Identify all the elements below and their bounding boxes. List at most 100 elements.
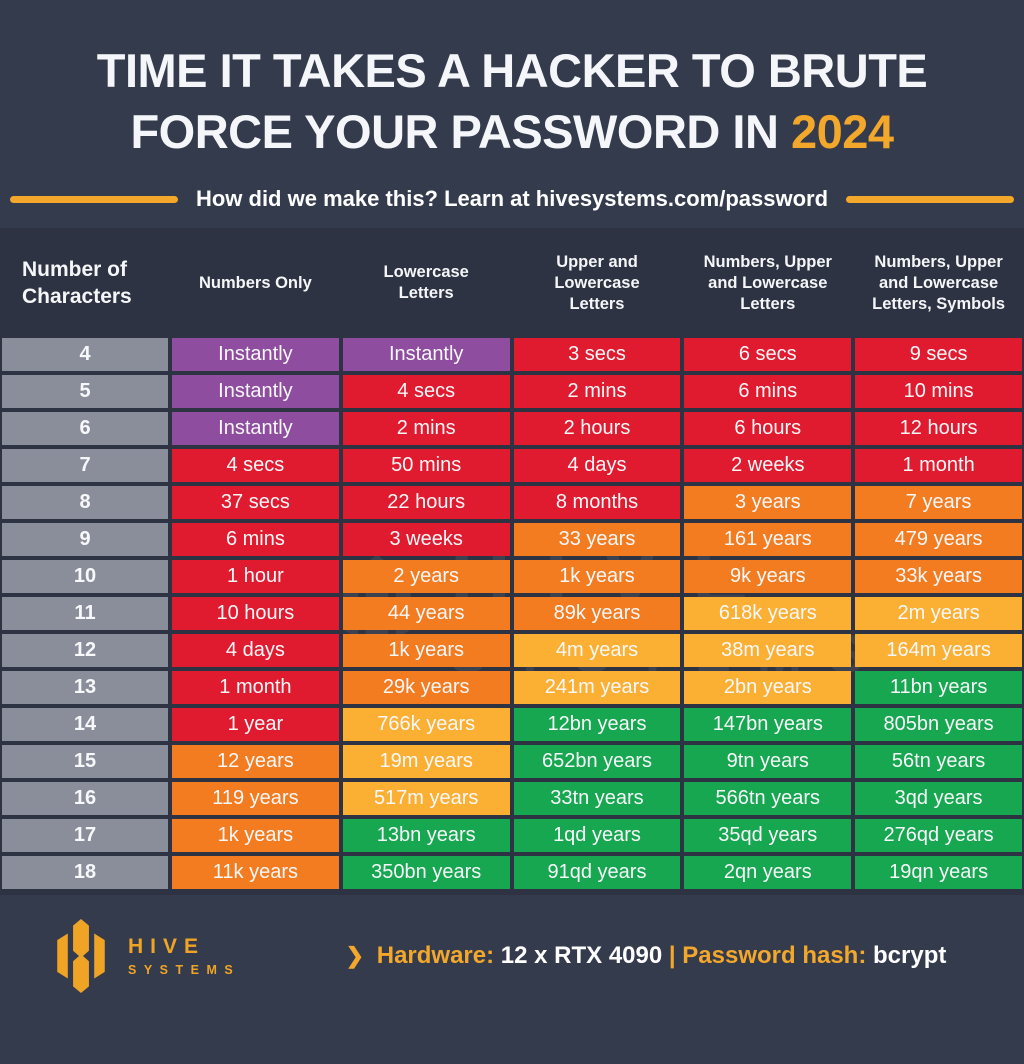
char-count-cell: 11	[2, 597, 168, 630]
time-cell: 9tn years	[684, 745, 852, 778]
time-cell: 8 months	[513, 486, 681, 519]
time-cell: 517m years	[342, 782, 510, 815]
separator: |	[668, 942, 676, 969]
time-cell: 2 hours	[513, 412, 681, 445]
time-cell: 3qd years	[855, 782, 1022, 815]
time-cell: 1 year	[172, 708, 339, 741]
time-cell: 29k years	[342, 671, 510, 704]
time-cell: 13bn years	[342, 819, 510, 852]
char-count-cell: 10	[2, 560, 168, 593]
time-cell: 91qd years	[513, 856, 681, 889]
time-cell: 38m years	[684, 634, 852, 667]
time-cell: 4m years	[513, 634, 681, 667]
footer: HIVE SYSTEMS ❯ Hardware: 12 x RTX 4090 |…	[0, 895, 1024, 1017]
hash-label: Password hash:	[682, 942, 867, 969]
time-cell: 1 month	[172, 671, 339, 704]
time-cell: 241m years	[513, 671, 681, 704]
time-cell: 4 days	[513, 449, 681, 482]
time-cell: 1k years	[172, 819, 339, 852]
char-count-cell: 15	[2, 745, 168, 778]
time-cell: 1k years	[513, 560, 681, 593]
time-cell: 89k years	[513, 597, 681, 630]
time-cell: 766k years	[342, 708, 510, 741]
char-count-cell: 18	[2, 856, 168, 889]
time-cell: 6 secs	[684, 338, 852, 371]
time-cell: 4 secs	[342, 375, 510, 408]
time-cell: Instantly	[172, 375, 339, 408]
logo-text-hive: HIVE	[128, 935, 206, 958]
time-cell: 2qn years	[684, 856, 852, 889]
time-cell: 618k years	[684, 597, 852, 630]
time-cell: 2m years	[855, 597, 1022, 630]
hive-logo-icon	[57, 919, 105, 993]
time-cell: 33k years	[855, 560, 1022, 593]
char-count-cell: 4	[2, 338, 168, 371]
header-lowercase-letters: Lowercase Letters	[383, 263, 469, 302]
char-count-cell: 13	[2, 671, 168, 704]
time-cell: 12 hours	[855, 412, 1022, 445]
time-cell: 4 days	[172, 634, 339, 667]
char-count-cell: 5	[2, 375, 168, 408]
hardware-label: Hardware:	[376, 942, 495, 969]
time-cell: 805bn years	[855, 708, 1022, 741]
char-count-cell: 6	[2, 412, 168, 445]
time-cell: 19qn years	[855, 856, 1022, 889]
time-cell: 1 hour	[172, 560, 339, 593]
subtitle-rule-right	[846, 195, 1014, 203]
time-cell: 33tn years	[513, 782, 681, 815]
logo-text-systems: SYSTEMS	[128, 963, 241, 977]
time-cell: Instantly	[172, 338, 339, 371]
time-cell: 350bn years	[342, 856, 510, 889]
header-number-of-characters: Number of Characters	[22, 258, 132, 308]
time-cell: 35qd years	[684, 819, 852, 852]
time-cell: 1qd years	[513, 819, 681, 852]
table-header-row: Number of Characters Numbers Only Lowerc…	[2, 232, 1022, 334]
header-numbers-upper-lowercase-symbols: Numbers, Upper and Lowercase Letters, Sy…	[872, 252, 1006, 313]
time-cell: 164m years	[855, 634, 1022, 667]
char-count-cell: 12	[2, 634, 168, 667]
time-cell: 1k years	[342, 634, 510, 667]
time-cell: 2 years	[342, 560, 510, 593]
title-year: 2024	[790, 105, 894, 158]
header-upper-lowercase-letters: Upper and Lowercase Letters	[554, 252, 640, 313]
time-cell: Instantly	[172, 412, 339, 445]
time-cell: 22 hours	[342, 486, 510, 519]
time-cell: 3 weeks	[342, 523, 510, 556]
footer-specs: ❯ Hardware: 12 x RTX 4090 | Password has…	[298, 942, 1024, 970]
time-cell: 37 secs	[172, 486, 339, 519]
char-count-cell: 17	[2, 819, 168, 852]
time-cell: 9 secs	[855, 338, 1022, 371]
hive-systems-logo: HIVE SYSTEMS	[48, 917, 298, 995]
time-cell: 4 secs	[172, 449, 339, 482]
time-cell: 6 mins	[684, 375, 852, 408]
time-cell: 2 weeks	[684, 449, 852, 482]
title-line-1: TIME IT TAKES A HACKER TO BRUTE	[96, 44, 928, 97]
chevron-right-icon: ❯	[345, 943, 365, 968]
subtitle-text: How did we make this? Learn at hivesyste…	[195, 186, 829, 211]
time-cell: 7 years	[855, 486, 1022, 519]
time-cell: 12bn years	[513, 708, 681, 741]
char-count-cell: 7	[2, 449, 168, 482]
time-cell: 11bn years	[855, 671, 1022, 704]
char-count-cell: 16	[2, 782, 168, 815]
time-cell: 6 hours	[684, 412, 852, 445]
time-cell: 44 years	[342, 597, 510, 630]
time-cell: 652bn years	[513, 745, 681, 778]
time-cell: 10 mins	[855, 375, 1022, 408]
time-cell: 3 secs	[513, 338, 681, 371]
time-cell: 1 month	[855, 449, 1022, 482]
title-line-2: FORCE YOUR PASSWORD IN 2024	[130, 105, 894, 158]
time-cell: 147bn years	[684, 708, 852, 741]
password-table-section: HIVE SYSTEMS Number of Characters Number…	[0, 228, 1024, 895]
page-title: TIME IT TAKES A HACKER TO BRUTE FORCE YO…	[0, 40, 1024, 162]
time-cell: 2 mins	[513, 375, 681, 408]
time-cell: 119 years	[172, 782, 339, 815]
table-body: 4 Instantly Instantly 3 secs 6 secs 9 secs 5 In…	[2, 338, 1022, 889]
time-cell: 6 mins	[172, 523, 339, 556]
char-count-cell: 8	[2, 486, 168, 519]
time-cell: 33 years	[513, 523, 681, 556]
time-cell: 2bn years	[684, 671, 852, 704]
time-cell: 56tn years	[855, 745, 1022, 778]
char-count-cell: 9	[2, 523, 168, 556]
char-count-cell: 14	[2, 708, 168, 741]
